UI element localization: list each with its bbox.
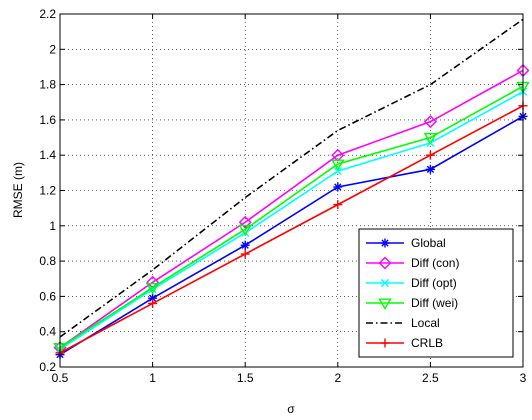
y-tick-label: 1.2 [39, 184, 56, 198]
x-tick-label: 0.5 [52, 371, 69, 385]
series-line [59, 115, 524, 356]
series-line [59, 69, 524, 349]
marker-stroke [380, 278, 390, 288]
legend-marker [380, 278, 390, 288]
series-line [59, 18, 524, 338]
y-tick-label: 2.2 [39, 7, 56, 21]
series-layer [53, 18, 530, 360]
legend: Global Diff (con) Diff (opt) Diff (wei) Loca… [358, 228, 514, 358]
marker-stroke [381, 239, 389, 247]
marker-stroke [241, 241, 249, 249]
legend-entry: Global [366, 236, 446, 250]
y-tick-label: 2 [49, 42, 56, 56]
data-point [238, 224, 252, 237]
legend-entry: CRLB [366, 336, 443, 350]
y-tick-label: 1.8 [39, 78, 56, 92]
legend-entry: Local [366, 316, 440, 330]
x-tick-labels: 0.5 1 1.5 2 2.5 3 [52, 371, 527, 385]
data-point [238, 215, 252, 229]
x-axis-title: σ [287, 402, 295, 416]
y-tick-label: 0.4 [39, 325, 56, 339]
legend-label: CRLB [411, 336, 443, 350]
y-tick-label: 0.6 [39, 289, 56, 303]
y-tick-label: 1 [49, 219, 56, 233]
legend-entry: Diff (con) [366, 256, 459, 270]
y-tick-label: 1.4 [39, 148, 56, 162]
data-point [423, 132, 438, 145]
x-tick-label: 1 [149, 371, 156, 385]
marker-stroke [334, 183, 342, 191]
legend-entry: Diff (wei) [366, 296, 458, 310]
ticks [59, 13, 524, 368]
legend-marker [378, 298, 392, 310]
x-tick-label: 2 [334, 371, 341, 385]
marker-stroke [148, 294, 157, 302]
legend-box [358, 228, 514, 358]
data-point [148, 298, 158, 308]
series-local [59, 18, 524, 338]
y-tick-label: 0.8 [39, 254, 56, 268]
x-tick-label: 1.5 [237, 371, 254, 385]
x-tick-label: 2.5 [422, 371, 439, 385]
legend-label: Global [411, 236, 446, 250]
legend-label: Diff (con) [411, 256, 459, 270]
data-point [331, 159, 345, 171]
data-point [333, 166, 342, 176]
series-line [59, 105, 524, 354]
legend-label: Diff (opt) [411, 276, 457, 290]
data-point [333, 182, 343, 192]
legend-marker [380, 238, 390, 248]
legend-label: Diff (wei) [411, 296, 458, 310]
data-point [145, 283, 160, 295]
y-tick-labels: 0.2 0.4 0.6 0.8 1 1.2 1.4 1.6 1.8 2 2.2 [39, 7, 56, 374]
marker-stroke [426, 165, 435, 173]
series-line [59, 90, 524, 351]
y-tick-label: 1.6 [39, 113, 56, 127]
legend-label: Local [411, 316, 440, 330]
data-point [240, 249, 250, 259]
y-axis-title: RMSE (m) [11, 162, 25, 218]
legend-marker [378, 256, 392, 270]
marker-stroke [333, 166, 342, 176]
data-point [425, 150, 435, 160]
legend-entry: Diff (opt) [366, 276, 457, 290]
data-point [333, 200, 343, 210]
data-point [423, 115, 437, 129]
legend-marker [380, 338, 390, 348]
x-tick-label: 3 [520, 371, 527, 385]
series-line [59, 85, 524, 349]
data-point [240, 240, 250, 250]
y-tick-label: 0.2 [39, 360, 56, 374]
data-point [425, 164, 435, 174]
